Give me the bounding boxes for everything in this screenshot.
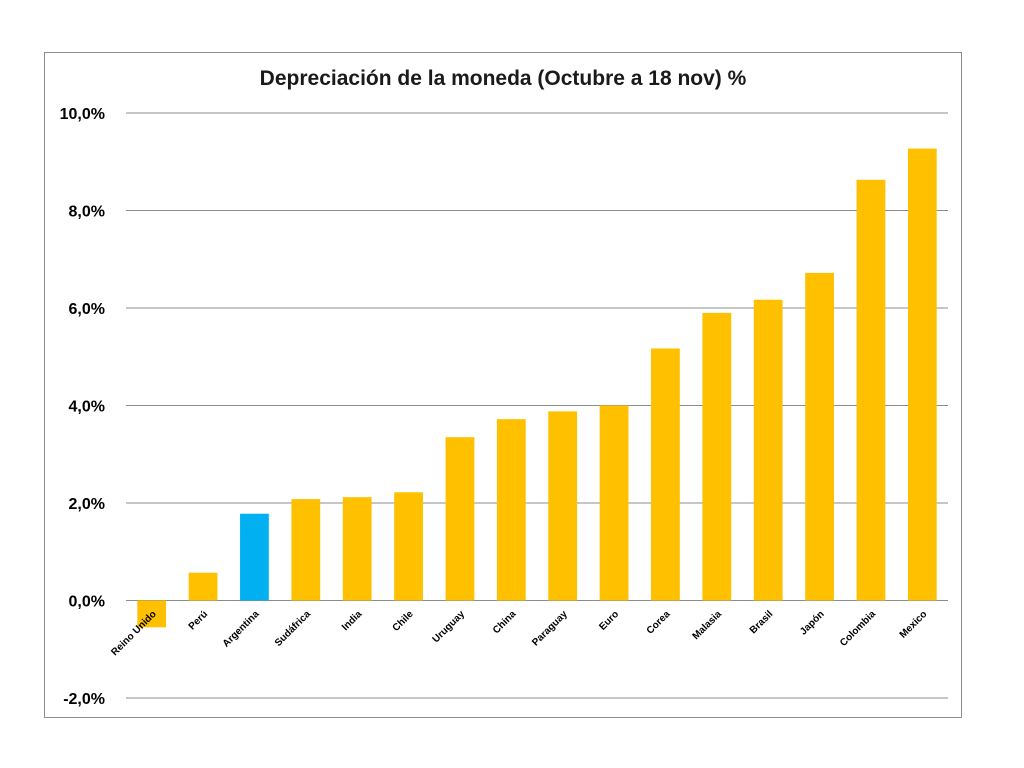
y-tick-label: 8,0%: [69, 204, 105, 221]
y-tick-label: 4,0%: [69, 399, 105, 416]
bar: [599, 405, 629, 601]
bar: [445, 437, 475, 601]
x-tick-label: Euro: [597, 609, 621, 633]
bar: [805, 272, 834, 601]
y-tick-label: 0,0%: [69, 594, 105, 611]
y-tick-label: 2,0%: [69, 496, 105, 513]
x-tick-label: Colombia: [838, 609, 878, 649]
x-tick-label: Perú: [187, 609, 211, 633]
bar: [342, 497, 372, 601]
y-tick-label: 6,0%: [69, 301, 105, 318]
bar: [753, 299, 783, 601]
y-tick-label: 10,0%: [60, 106, 105, 123]
bar: [907, 148, 937, 601]
chart-title: Depreciación de la moneda (Octubre a 18 …: [260, 67, 747, 90]
bar: [188, 572, 218, 601]
x-tick-label: Uruguay: [431, 609, 468, 646]
x-tick-label: Malasia: [691, 609, 725, 643]
bar: [137, 600, 167, 628]
bar: [496, 419, 526, 601]
x-tick-label: Reino Unido: [109, 609, 158, 658]
x-tick-label: Sudáfrica: [273, 609, 313, 649]
y-tick-label: -2,0%: [63, 691, 105, 708]
x-tick-label: Brasil: [748, 609, 776, 637]
bar: [394, 492, 423, 601]
x-tick-label: Corea: [645, 609, 673, 637]
y-axis: -2,0% 0,0% 2,0% 4,0% 6,0% 8,0% 10,0%: [60, 106, 105, 708]
x-tick-label: Japón: [798, 609, 827, 638]
x-tick-label: Mexico: [898, 609, 930, 641]
bar: [856, 179, 886, 601]
x-tick-label: China: [491, 609, 519, 637]
bar: [240, 513, 269, 601]
bar: [651, 348, 680, 601]
bar: [291, 499, 321, 601]
x-tick-label: India: [340, 609, 365, 634]
x-tick-label: Chile: [391, 609, 416, 634]
x-tick-label: Argentina: [221, 609, 262, 650]
chart-frame: [44, 52, 962, 718]
bar: [702, 312, 732, 601]
x-axis: Reino Unido Perú Argentina Sudáfrica India Ch…: [109, 609, 929, 659]
bar: [548, 411, 578, 601]
bars: [137, 148, 937, 628]
x-tick-label: Paraguay: [530, 609, 570, 649]
